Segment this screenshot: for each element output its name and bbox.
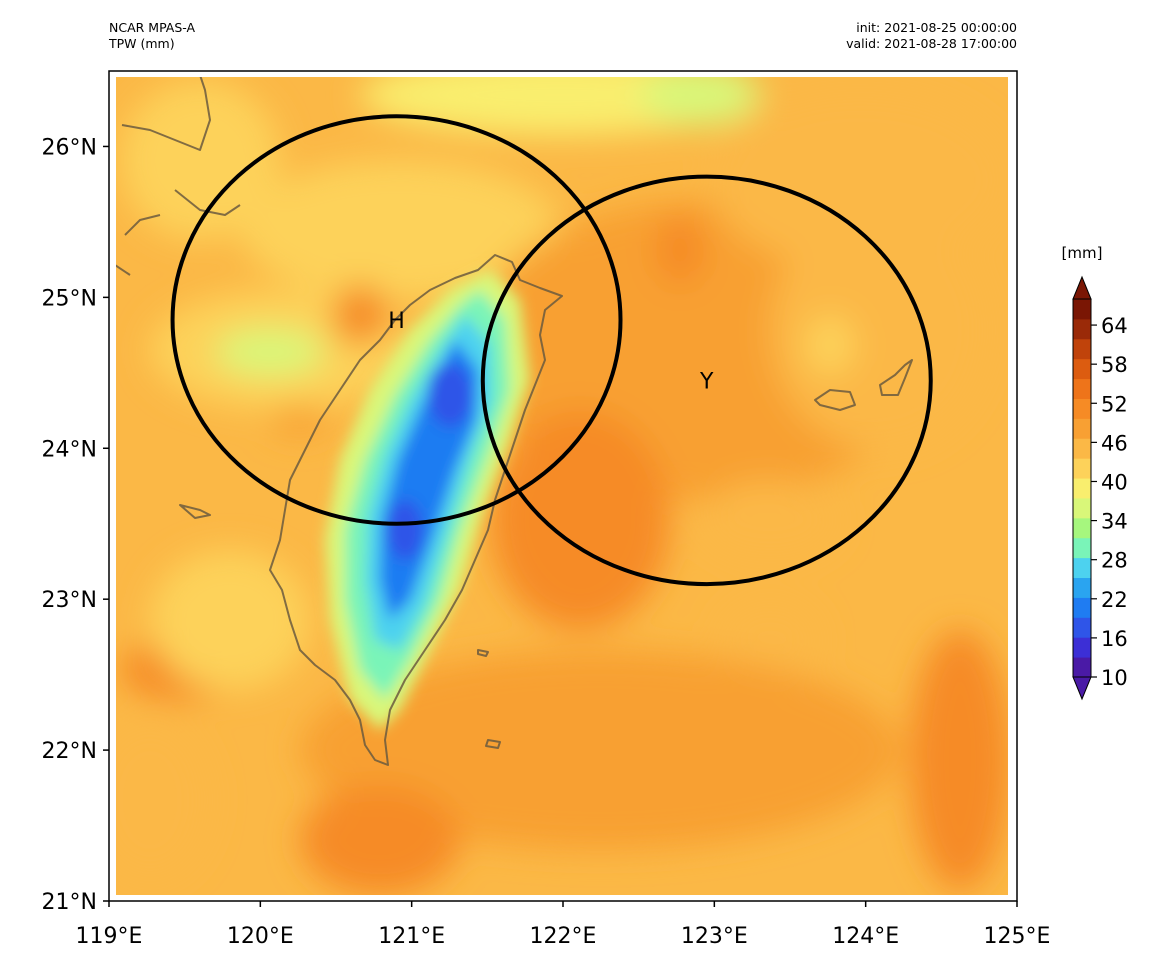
y-tick-label: 24°N: [42, 437, 97, 462]
y-tick-label: 22°N: [42, 739, 97, 764]
colorbar-tick-label: 22: [1101, 588, 1128, 612]
colorbar-tick-label: 40: [1101, 470, 1128, 494]
colorbar-segment: [1073, 557, 1091, 579]
colorbar-segment: [1073, 398, 1091, 419]
header-right: init: 2021-08-25 00:00:00 valid: 2021-08…: [720, 20, 1017, 52]
x-tick-label: 120°E: [227, 924, 294, 949]
colorbar-tick-label: 16: [1101, 627, 1128, 651]
colorbar-segment: [1073, 517, 1091, 539]
colorbar-extend-max: [1072, 275, 1092, 300]
circle-y: [480, 174, 933, 587]
colorbar-segment: [1073, 458, 1091, 479]
x-axis: 119°E 120°E 121°E 122°E 123°E 124°E 125°E: [76, 901, 1051, 949]
field-name: TPW (mm): [109, 36, 175, 51]
colorbar: 10 16 22 28 34 40 46 52 58 64 [mm]: [1062, 244, 1128, 701]
colorbar-tick-label: 28: [1101, 549, 1128, 573]
x-tick-label: 125°E: [984, 924, 1051, 949]
impact-circles: HY: [170, 114, 933, 587]
colorbar-segment: [1073, 597, 1091, 618]
colorbar-segment: [1073, 418, 1091, 439]
x-tick-label: 121°E: [378, 924, 445, 949]
colorbar-tick-label: 10: [1101, 666, 1128, 690]
colorbar-segment: [1073, 299, 1091, 320]
colorbar-segment: [1073, 478, 1091, 499]
x-tick-label: 123°E: [681, 924, 748, 949]
colorbar-extend-min: [1072, 676, 1092, 701]
circle-h: [170, 114, 623, 526]
x-tick-label: 119°E: [76, 924, 143, 949]
colorbar-segment: [1073, 637, 1091, 658]
x-tick-label: 122°E: [530, 924, 597, 949]
y-tick-label: 21°N: [42, 890, 97, 915]
header-left: NCAR MPAS-A TPW (mm): [109, 20, 195, 52]
colorbar-segment: [1073, 577, 1091, 598]
y-tick-label: 23°N: [42, 588, 97, 613]
x-tick-label: 124°E: [832, 924, 899, 949]
tpw-field: [116, 77, 1008, 895]
colorbar-segment: [1073, 537, 1091, 559]
colorbar-segment: [1073, 497, 1091, 519]
colorbar-segment: [1073, 617, 1091, 638]
y-tick-label: 25°N: [42, 286, 97, 311]
colorbar-segment: [1073, 657, 1091, 678]
colorbar-segment: [1073, 438, 1091, 459]
circle-label-y: Y: [699, 369, 714, 394]
colorbar-tick-label: 64: [1101, 314, 1128, 338]
colorbar-segment: [1073, 358, 1091, 380]
colorbar-outline: [1072, 298, 1092, 678]
init-time: init: 2021-08-25 00:00:00: [856, 20, 1017, 35]
colorbar-segment: [1073, 378, 1091, 399]
y-axis: 21°N 22°N 23°N 24°N 25°N 26°N: [42, 135, 109, 915]
model-name: NCAR MPAS-A: [109, 20, 196, 35]
colorbar-tick-label: 52: [1101, 392, 1128, 416]
colorbar-segment: [1073, 338, 1091, 360]
y-tick-label: 26°N: [42, 135, 97, 160]
colorbar-tick-label: 46: [1101, 431, 1128, 455]
circle-label-h: H: [388, 309, 405, 334]
colorbar-unit: [mm]: [1062, 244, 1103, 262]
colorbar-tick-label: 58: [1101, 353, 1128, 377]
colorbar-tick-label: 34: [1101, 510, 1128, 534]
valid-time: valid: 2021-08-28 17:00:00: [846, 36, 1017, 51]
colorbar-segment: [1073, 318, 1091, 340]
